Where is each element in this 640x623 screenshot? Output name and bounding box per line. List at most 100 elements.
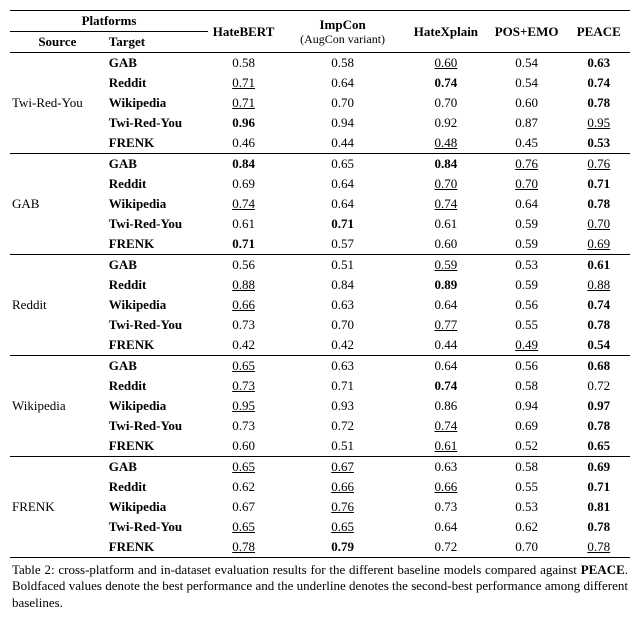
value-cell: 0.96 <box>208 113 279 133</box>
value-cell: 0.61 <box>568 255 630 276</box>
header-source: Source <box>10 32 105 53</box>
value-cell: 0.70 <box>406 93 486 113</box>
value-cell: 0.72 <box>406 537 486 558</box>
source-cell: GAB <box>10 154 105 255</box>
value-cell: 0.72 <box>279 416 406 436</box>
header-m2-line2: (AugCon variant) <box>300 32 385 46</box>
target-cell: Reddit <box>105 73 208 93</box>
value-cell: 0.42 <box>279 335 406 356</box>
value-cell: 0.53 <box>568 133 630 154</box>
source-cell: Reddit <box>10 255 105 356</box>
value-cell: 0.59 <box>486 275 568 295</box>
target-cell: Twi-Red-You <box>105 214 208 234</box>
value-cell: 0.94 <box>279 113 406 133</box>
target-cell: FRENK <box>105 234 208 255</box>
value-cell: 0.55 <box>486 315 568 335</box>
value-cell: 0.79 <box>279 537 406 558</box>
value-cell: 0.76 <box>279 497 406 517</box>
target-cell: Wikipedia <box>105 295 208 315</box>
value-cell: 0.61 <box>208 214 279 234</box>
target-cell: FRENK <box>105 133 208 154</box>
value-cell: 0.67 <box>208 497 279 517</box>
value-cell: 0.69 <box>568 234 630 255</box>
target-cell: Wikipedia <box>105 396 208 416</box>
value-cell: 0.61 <box>406 214 486 234</box>
value-cell: 0.78 <box>568 416 630 436</box>
value-cell: 0.78 <box>568 194 630 214</box>
value-cell: 0.70 <box>486 174 568 194</box>
value-cell: 0.56 <box>486 295 568 315</box>
value-cell: 0.77 <box>406 315 486 335</box>
value-cell: 0.71 <box>279 376 406 396</box>
results-table: Platforms HateBERT ImpCon (AugCon varian… <box>10 10 630 558</box>
value-cell: 0.64 <box>279 174 406 194</box>
value-cell: 0.87 <box>486 113 568 133</box>
value-cell: 0.74 <box>406 73 486 93</box>
value-cell: 0.62 <box>208 477 279 497</box>
value-cell: 0.69 <box>486 416 568 436</box>
table-row: FRENKGAB0.650.670.630.580.69 <box>10 457 630 478</box>
caption-bold: PEACE <box>581 562 625 577</box>
value-cell: 0.59 <box>406 255 486 276</box>
value-cell: 0.59 <box>486 234 568 255</box>
source-cell: FRENK <box>10 457 105 558</box>
value-cell: 0.67 <box>279 457 406 478</box>
value-cell: 0.60 <box>486 93 568 113</box>
target-cell: Wikipedia <box>105 497 208 517</box>
value-cell: 0.71 <box>279 214 406 234</box>
value-cell: 0.86 <box>406 396 486 416</box>
value-cell: 0.70 <box>406 174 486 194</box>
value-cell: 0.92 <box>406 113 486 133</box>
value-cell: 0.63 <box>406 457 486 478</box>
value-cell: 0.95 <box>568 113 630 133</box>
value-cell: 0.74 <box>568 295 630 315</box>
header-platforms: Platforms <box>10 11 208 32</box>
table-row: RedditGAB0.560.510.590.530.61 <box>10 255 630 276</box>
value-cell: 0.78 <box>568 315 630 335</box>
value-cell: 0.71 <box>208 93 279 113</box>
value-cell: 0.58 <box>486 376 568 396</box>
value-cell: 0.72 <box>568 376 630 396</box>
value-cell: 0.66 <box>279 477 406 497</box>
value-cell: 0.56 <box>486 356 568 377</box>
value-cell: 0.54 <box>486 73 568 93</box>
value-cell: 0.73 <box>208 416 279 436</box>
value-cell: 0.70 <box>568 214 630 234</box>
value-cell: 0.44 <box>279 133 406 154</box>
value-cell: 0.53 <box>486 497 568 517</box>
value-cell: 0.84 <box>208 154 279 175</box>
value-cell: 0.97 <box>568 396 630 416</box>
header-m4: POS+EMO <box>486 11 568 53</box>
value-cell: 0.74 <box>406 376 486 396</box>
value-cell: 0.89 <box>406 275 486 295</box>
value-cell: 0.45 <box>486 133 568 154</box>
value-cell: 0.76 <box>568 154 630 175</box>
target-cell: FRENK <box>105 537 208 558</box>
value-cell: 0.70 <box>279 315 406 335</box>
value-cell: 0.54 <box>486 53 568 74</box>
target-cell: Twi-Red-You <box>105 315 208 335</box>
value-cell: 0.73 <box>208 315 279 335</box>
value-cell: 0.74 <box>406 416 486 436</box>
value-cell: 0.58 <box>486 457 568 478</box>
value-cell: 0.48 <box>406 133 486 154</box>
target-cell: Twi-Red-You <box>105 517 208 537</box>
value-cell: 0.46 <box>208 133 279 154</box>
target-cell: Reddit <box>105 275 208 295</box>
value-cell: 0.74 <box>568 73 630 93</box>
value-cell: 0.60 <box>406 234 486 255</box>
header-target: Target <box>105 32 208 53</box>
value-cell: 0.71 <box>568 477 630 497</box>
value-cell: 0.94 <box>486 396 568 416</box>
value-cell: 0.71 <box>208 73 279 93</box>
target-cell: GAB <box>105 356 208 377</box>
value-cell: 0.95 <box>208 396 279 416</box>
target-cell: Wikipedia <box>105 194 208 214</box>
value-cell: 0.63 <box>568 53 630 74</box>
value-cell: 0.88 <box>568 275 630 295</box>
value-cell: 0.69 <box>568 457 630 478</box>
value-cell: 0.42 <box>208 335 279 356</box>
value-cell: 0.65 <box>208 457 279 478</box>
target-cell: GAB <box>105 457 208 478</box>
value-cell: 0.70 <box>279 93 406 113</box>
